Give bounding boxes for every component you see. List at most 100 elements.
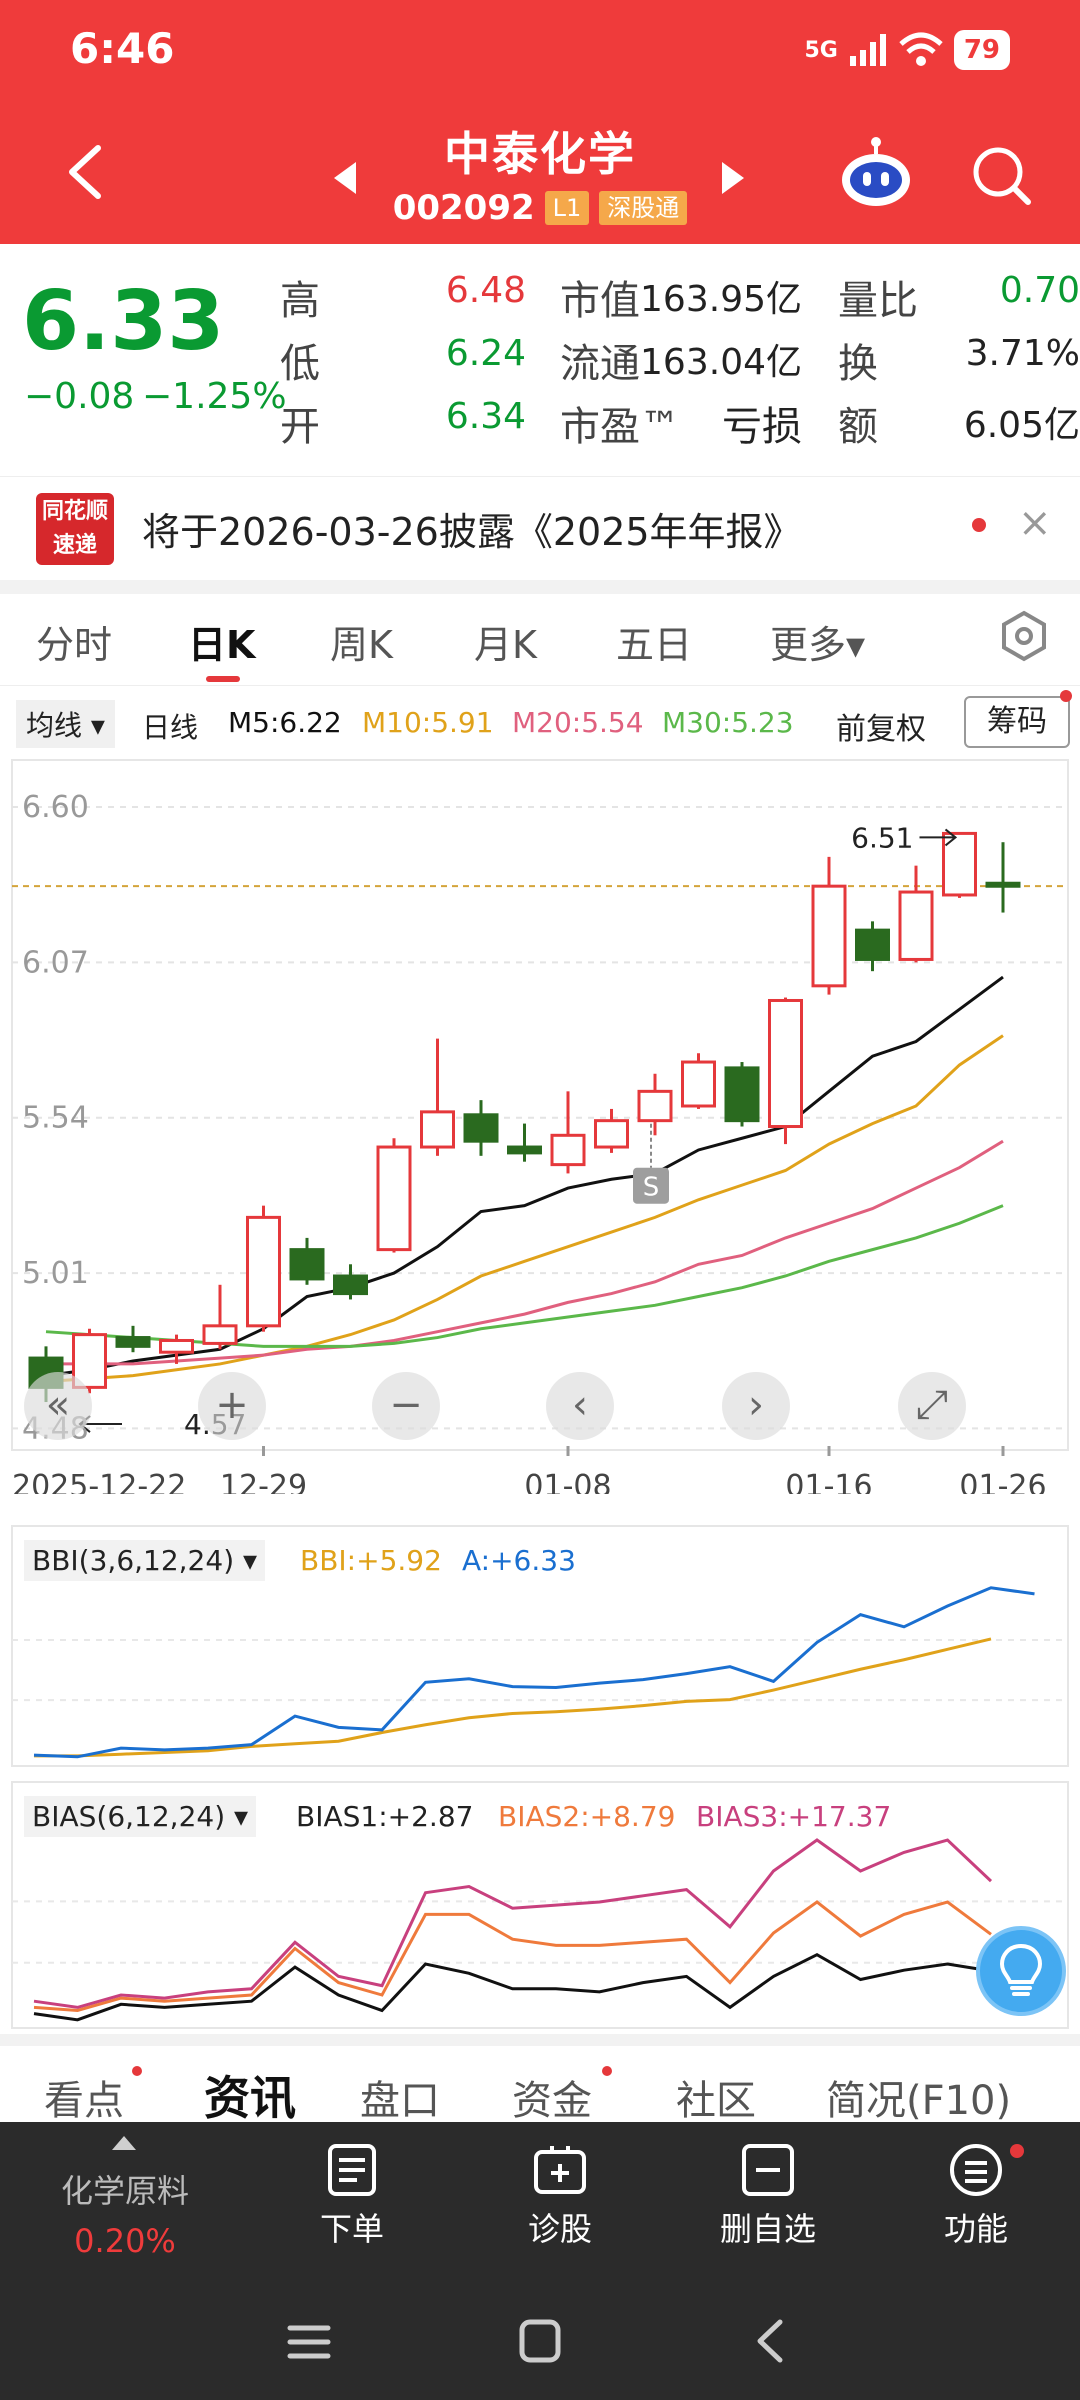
kline-period-tabs: 分时 日K 周K 月K 五日 更多▾: [0, 594, 1080, 686]
float-cap-label: 流通: [560, 341, 640, 387]
remove-watchlist-label: 删自选: [719, 2210, 816, 2248]
bias-indicator-chart[interactable]: [0, 1780, 1080, 2030]
functions-menu-icon: [950, 2144, 1002, 2196]
sector-quote[interactable]: 化学原料 0.20%: [0, 2122, 250, 2286]
functions-button[interactable]: 功能: [906, 2122, 1046, 2286]
back-arrow-icon[interactable]: [60, 142, 110, 202]
level-tag: L1: [544, 191, 590, 225]
date-tick-label: 2025-12-22: [12, 1469, 186, 1494]
turnover-value: 3.71%: [965, 333, 1080, 374]
diagnose-button[interactable]: 诊股: [490, 2122, 630, 2286]
robot-assistant-icon[interactable]: [838, 136, 914, 208]
bias3-value: BIAS3:+17.37: [696, 1800, 892, 1833]
candle: [898, 865, 934, 963]
chart-settings-icon[interactable]: [998, 610, 1050, 662]
tab-intraday[interactable]: 分时: [36, 623, 113, 667]
low-label: 低: [280, 341, 320, 387]
ma-line-m10: [45, 1034, 1004, 1384]
caret-up-icon: [112, 2136, 136, 2150]
moving-average-lines: [45, 975, 1004, 1384]
ma20-value: M20:5.54: [512, 706, 644, 739]
announcement-banner[interactable]: 同花顺 速递 将于2026-03-26披露《2025年年报》: [0, 476, 1080, 580]
search-icon[interactable]: [970, 144, 1034, 208]
tab-news[interactable]: 资讯: [204, 2071, 296, 2125]
indicator-line-bias2: [33, 1900, 992, 2013]
scroll-left-button[interactable]: ‹: [546, 1372, 614, 1440]
scroll-right-button[interactable]: ›: [722, 1372, 790, 1440]
diagnose-label: 诊股: [527, 2210, 592, 2248]
indicator-line-bbi: [34, 1637, 992, 1758]
tab-daily-k[interactable]: 日K: [188, 623, 256, 667]
candles: [28, 831, 1021, 1403]
adjust-mode[interactable]: 前复权: [836, 712, 926, 747]
sector-name: 化学原料: [60, 2172, 189, 2210]
logo-line-1: 同花顺: [41, 499, 108, 524]
indicator-line-bias1: [33, 1953, 992, 2022]
section-divider-2: [0, 2034, 1080, 2046]
kline-grid: [11, 759, 1069, 1451]
highlights-dot: [132, 2066, 142, 2076]
tab-community[interactable]: 社区: [676, 2078, 756, 2124]
logo-line-2: 速递: [52, 533, 97, 558]
tab-profile-f10[interactable]: 简况(F10): [826, 2078, 1012, 2124]
high-annotation: 6.51: [851, 821, 913, 854]
bbi-indicator-chart[interactable]: [0, 1524, 1080, 1768]
stock-code: 002092: [392, 188, 535, 228]
order-document-icon: [328, 2144, 376, 2196]
tab-weekly-k[interactable]: 周K: [330, 623, 393, 667]
ma-select-dropdown[interactable]: 均线 ▾: [16, 700, 115, 748]
tab-monthly-k[interactable]: 月K: [474, 623, 537, 667]
fullscreen-button[interactable]: ⤢: [898, 1372, 966, 1440]
unread-dot: [972, 518, 986, 532]
order-button[interactable]: 下单: [282, 2122, 422, 2286]
previous-stock-icon[interactable]: [330, 158, 360, 198]
price-tick-label: 5.54: [22, 1101, 89, 1136]
quote-panel: 6.33 −0.08 −1.25% 高 6.48 低 6.24 开 6.34 市…: [0, 244, 1080, 476]
kline-frame: [11, 759, 1069, 1451]
candle: [420, 1038, 455, 1156]
system-back-icon[interactable]: [752, 2318, 788, 2364]
info-tabs: 看点 资讯 盘口 资金 社区 简况(F10): [0, 2046, 1080, 2125]
battery-indicator: 79: [953, 30, 1010, 70]
zoom-in-button[interactable]: +: [198, 1372, 266, 1440]
kline-chart[interactable]: 6.514.57S 6.606.075.545.014.48 2025-12-2…: [0, 756, 1080, 1494]
ma5-value: M5:6.22: [228, 706, 342, 739]
status-icons: 5G 79: [804, 26, 1010, 74]
price-tick-label: 5.01: [22, 1256, 89, 1291]
zoom-out-button[interactable]: −: [372, 1372, 440, 1440]
candle: [594, 1108, 629, 1153]
home-icon[interactable]: [518, 2318, 562, 2364]
tab-more[interactable]: 更多▾: [770, 623, 866, 667]
ma10-value: M10:5.91: [362, 706, 494, 739]
menu-icon[interactable]: [286, 2320, 332, 2364]
tab-capital-flow[interactable]: 资金: [512, 2078, 592, 2124]
bbi-value: BBI:+5.92: [300, 1544, 442, 1577]
connect-tag: 深股通: [599, 191, 688, 225]
indicator-line-bias3: [33, 1838, 993, 2009]
chip-new-dot: [1060, 690, 1072, 702]
tip-bulb-button[interactable]: [976, 1926, 1066, 2016]
chip-distribution-button[interactable]: 筹码: [964, 696, 1070, 748]
bias-indicator-select[interactable]: BIAS(6,12,24) ▾: [24, 1796, 257, 1837]
bbi-grid: [12, 1639, 1068, 1702]
tab-highlights[interactable]: 看点: [44, 2078, 124, 2124]
price-tick-label: 6.07: [22, 945, 89, 980]
jump-start-button[interactable]: «: [24, 1372, 92, 1440]
next-stock-icon[interactable]: [718, 158, 748, 198]
bbi-indicator-select[interactable]: BBI(3,6,12,24) ▾: [24, 1540, 266, 1581]
functions-dot: [1010, 2144, 1024, 2158]
amount-label: 额: [838, 404, 878, 450]
bias2-value: BIAS2:+8.79: [498, 1800, 676, 1833]
remove-watchlist-button[interactable]: 删自选: [698, 2122, 838, 2286]
tab-order-book[interactable]: 盘口: [360, 2078, 440, 2124]
market-cap-label: 市值: [560, 278, 640, 324]
sell-signal-label: S: [643, 1173, 660, 1203]
date-tick-label: 01-26: [959, 1469, 1046, 1494]
date-tick-label: 01-08: [524, 1469, 611, 1494]
tab-five-day[interactable]: 五日: [616, 623, 693, 667]
candle: [768, 997, 803, 1145]
volume-ratio-label: 量比: [838, 278, 918, 324]
announcement-close-button[interactable]: ×: [1018, 500, 1052, 546]
price-tick-label: 6.60: [22, 790, 89, 825]
candle: [681, 1053, 716, 1109]
